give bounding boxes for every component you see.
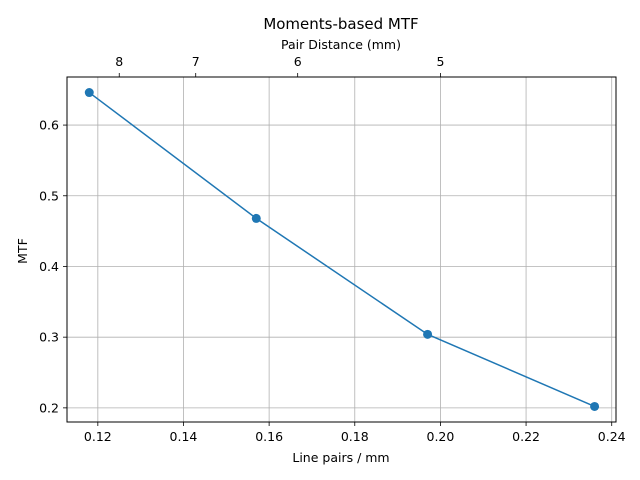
y-tick-label: 0.2 bbox=[39, 400, 59, 415]
series-line bbox=[88, 91, 595, 408]
top-x-axis-label: Pair Distance (mm) bbox=[281, 37, 401, 52]
y-tick-label: 0.6 bbox=[39, 118, 59, 133]
series-layer bbox=[84, 88, 600, 411]
y-tick-label: 0.4 bbox=[39, 259, 59, 274]
x-tick-label: 0.22 bbox=[512, 429, 540, 444]
data-point bbox=[84, 88, 94, 98]
top-tick-label: 7 bbox=[192, 54, 200, 69]
top-tick-label: 5 bbox=[436, 54, 444, 69]
x-tick-label: 0.20 bbox=[427, 429, 455, 444]
x-tick-label: 0.24 bbox=[598, 429, 626, 444]
y-axis-label: MTF bbox=[15, 238, 30, 264]
data-point bbox=[423, 329, 433, 339]
y-tick-label: 0.5 bbox=[39, 188, 59, 203]
data-point bbox=[590, 401, 600, 411]
x-tick-label: 0.18 bbox=[341, 429, 369, 444]
top-tick-label: 6 bbox=[294, 54, 302, 69]
chart-title: Moments-based MTF bbox=[263, 15, 418, 33]
x-tick-label: 0.14 bbox=[170, 429, 198, 444]
x-tick-label: 0.16 bbox=[255, 429, 283, 444]
x-tick-label: 0.12 bbox=[84, 429, 112, 444]
y-tick-label: 0.3 bbox=[39, 330, 59, 345]
ticks: 0.12 0.14 0.16 0.18 0.20 0.22 0.24 0.2 0.3 0.4 0.5… bbox=[39, 54, 626, 444]
plot-frame bbox=[66, 76, 617, 423]
grid bbox=[67, 77, 616, 422]
data-point bbox=[251, 213, 261, 223]
x-axis-label: Line pairs / mm bbox=[292, 450, 389, 465]
top-tick-label: 8 bbox=[115, 54, 123, 69]
